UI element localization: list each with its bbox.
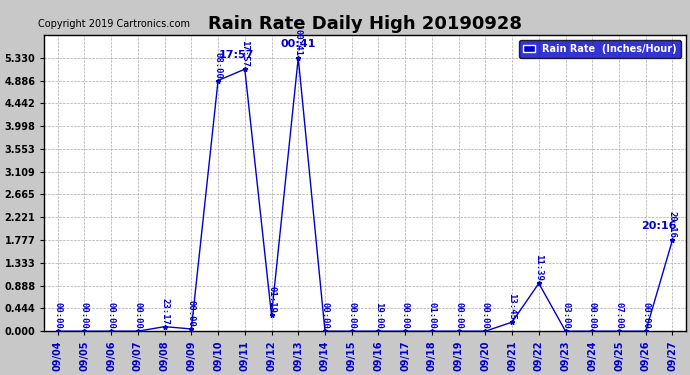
Text: 00:00: 00:00 [133, 302, 142, 329]
Text: 23:17: 23:17 [160, 298, 169, 325]
Text: 01:00: 01:00 [427, 302, 436, 329]
Text: 19:00: 19:00 [374, 302, 383, 329]
Text: 00:00: 00:00 [107, 302, 116, 329]
Text: 00:00: 00:00 [187, 300, 196, 327]
Text: 00:00: 00:00 [347, 302, 356, 329]
Title: Rain Rate Daily High 20190928: Rain Rate Daily High 20190928 [208, 15, 522, 33]
Text: 17:57: 17:57 [219, 50, 255, 60]
Text: 20:16: 20:16 [641, 221, 677, 231]
Text: Copyright 2019 Cartronics.com: Copyright 2019 Cartronics.com [38, 19, 190, 29]
Text: 00:00: 00:00 [641, 302, 650, 329]
Text: 03:00: 03:00 [561, 302, 570, 329]
Text: 01:19: 01:19 [267, 286, 276, 313]
Text: 00:00: 00:00 [401, 302, 410, 329]
Text: 00:00: 00:00 [588, 302, 597, 329]
Text: 08:00: 08:00 [214, 52, 223, 78]
Text: 00:41: 00:41 [281, 39, 316, 48]
Text: 11:39: 11:39 [534, 255, 543, 281]
Text: 00:00: 00:00 [320, 302, 330, 329]
Text: 13:45: 13:45 [508, 293, 517, 320]
Legend: Rain Rate  (Inches/Hour): Rain Rate (Inches/Hour) [519, 40, 681, 58]
Text: 00:00: 00:00 [80, 302, 89, 329]
Text: 00:00: 00:00 [481, 302, 490, 329]
Text: 00:00: 00:00 [53, 302, 62, 329]
Text: 20:16: 20:16 [668, 211, 677, 238]
Text: 00:41: 00:41 [294, 29, 303, 56]
Text: 00:00: 00:00 [454, 302, 463, 329]
Text: 17:57: 17:57 [240, 40, 249, 67]
Text: 07:00: 07:00 [615, 302, 624, 329]
